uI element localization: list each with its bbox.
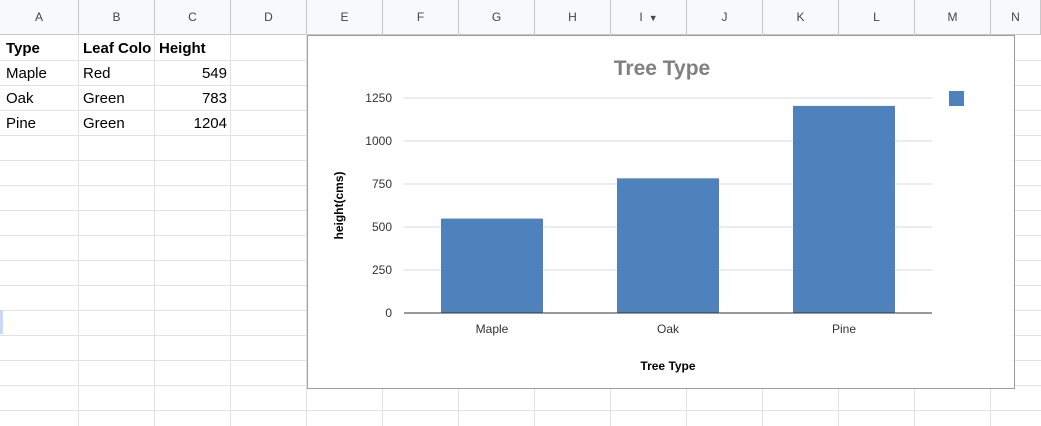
column-header-d[interactable]: D xyxy=(231,0,307,34)
legend-swatch xyxy=(949,91,964,106)
cell-height-oak[interactable]: 783 xyxy=(201,90,227,107)
cell-type-pine[interactable]: Pine xyxy=(6,115,37,132)
column-header-g[interactable]: G xyxy=(459,0,535,34)
x-tick-label: Maple xyxy=(476,322,509,336)
row-gridline xyxy=(0,410,1041,411)
column-header-j[interactable]: J xyxy=(687,0,763,34)
column-header-label: A xyxy=(34,10,43,24)
column-header-k[interactable]: K xyxy=(763,0,839,34)
column-header-b[interactable]: B xyxy=(79,0,155,34)
column-header-label: D xyxy=(264,10,273,24)
column-gridline xyxy=(154,34,155,426)
column-header-row xyxy=(0,0,1041,35)
x-axis-title: Tree Type xyxy=(640,359,695,373)
cell-height-pine[interactable]: 1204 xyxy=(193,115,227,132)
column-header-label: H xyxy=(568,10,577,24)
row-selection-marker xyxy=(0,310,3,334)
column-header-label: L xyxy=(873,10,880,24)
column-header-h[interactable]: H xyxy=(535,0,611,34)
column-header-label: B xyxy=(112,10,121,24)
header-cell-leaf-color[interactable]: Leaf Colo xyxy=(83,40,152,57)
column-header-label: G xyxy=(491,10,502,24)
cell-type-maple[interactable]: Maple xyxy=(6,65,47,82)
cell-leaf-color-maple[interactable]: Red xyxy=(83,65,111,82)
column-header-a[interactable]: A xyxy=(0,0,79,34)
column-gridline xyxy=(306,34,307,426)
header-cell-type[interactable]: Type xyxy=(6,40,40,57)
column-gridline xyxy=(78,34,79,426)
column-header-label: J xyxy=(721,10,728,24)
column-header-n[interactable]: N xyxy=(991,0,1041,34)
cell-type-oak[interactable]: Oak xyxy=(6,90,34,107)
y-tick-label: 1250 xyxy=(365,91,392,105)
column-gridline xyxy=(230,34,231,426)
column-header-label: I xyxy=(639,10,643,24)
cell-height-maple[interactable]: 549 xyxy=(201,65,227,82)
y-tick-label: 500 xyxy=(372,220,392,234)
column-header-label: E xyxy=(340,10,349,24)
column-header-label: F xyxy=(416,10,425,24)
chart-title: Tree Type xyxy=(614,57,711,80)
cell-leaf-color-pine[interactable]: Green xyxy=(83,115,125,132)
column-menu-dropdown-icon[interactable]: ▼ xyxy=(648,13,658,23)
y-tick-label: 1000 xyxy=(365,134,392,148)
y-tick-label: 0 xyxy=(385,306,392,320)
y-tick-label: 250 xyxy=(372,263,392,277)
x-tick-label: Pine xyxy=(832,322,856,336)
column-header-e[interactable]: E xyxy=(307,0,383,34)
cell-leaf-color-oak[interactable]: Green xyxy=(83,90,125,107)
column-header-label: K xyxy=(796,10,805,24)
column-header-i[interactable]: I ▼ xyxy=(611,0,687,34)
chart-svg: Tree Type 0 250 500 750 1000 1250 Maple Oak Pine T… xyxy=(332,57,964,373)
bar-pine xyxy=(793,105,895,313)
header-cell-height[interactable]: Height xyxy=(159,40,206,57)
x-tick-label: Oak xyxy=(657,322,680,336)
y-tick-label: 750 xyxy=(372,177,392,191)
column-header-l[interactable]: L xyxy=(839,0,915,34)
y-axis-title: height(cms) xyxy=(332,171,346,239)
column-header-label: C xyxy=(188,10,197,24)
bar-maple xyxy=(441,218,543,313)
column-header-label: M xyxy=(947,10,958,24)
embedded-chart[interactable]: Tree Type 0 250 500 750 1000 1250 Maple Oak Pine T… xyxy=(307,35,1015,389)
bar-oak xyxy=(617,178,719,313)
column-header-m[interactable]: M xyxy=(915,0,991,34)
column-header-f[interactable]: F xyxy=(383,0,459,34)
column-header-c[interactable]: C xyxy=(155,0,231,34)
column-header-label: N xyxy=(1011,10,1020,24)
